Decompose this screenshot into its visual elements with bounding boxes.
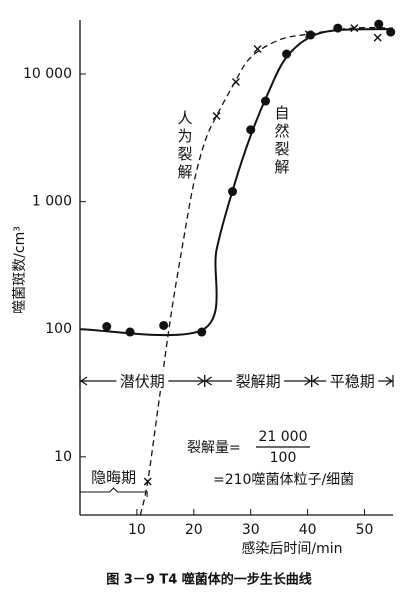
data-point xyxy=(333,23,343,33)
phase-label-bg xyxy=(116,371,169,391)
y-axis-label: 噬菌斑数/cm³ xyxy=(12,226,28,314)
growth-curve xyxy=(79,28,394,337)
y-tick-label: 10 xyxy=(54,449,72,465)
formula-numerator: 21 000 xyxy=(259,429,308,445)
data-point xyxy=(212,111,221,120)
series-label: 人为裂解 xyxy=(176,110,194,182)
data-point xyxy=(373,33,382,42)
formula-lhs: 裂解量= xyxy=(187,440,241,456)
data-point xyxy=(282,49,292,59)
data-point xyxy=(228,187,238,197)
data-point xyxy=(197,327,207,337)
data-point xyxy=(261,96,271,106)
data-point xyxy=(143,477,152,486)
data-point xyxy=(125,327,135,337)
eclipse-label: 隐晦期 xyxy=(91,469,136,487)
phase-label-bg xyxy=(326,371,379,391)
x-axis-label: 感染后时间/min xyxy=(241,540,342,557)
y-tick-label: 100 xyxy=(45,321,72,337)
caption: 图 3－9 T4 噬菌体的一步生长曲线 xyxy=(106,572,312,588)
x-tick-label: 40 xyxy=(299,522,317,538)
data-point xyxy=(374,19,384,29)
y-tick-label: 10 000 xyxy=(23,66,72,82)
data-point xyxy=(102,322,112,332)
phase-arrow xyxy=(204,376,312,386)
series-label: 自然裂解 xyxy=(273,105,291,177)
formula-result: =210噬菌体粒子/细菌 xyxy=(213,472,354,488)
y-tick-label: 1 000 xyxy=(32,194,72,210)
phase-label-bg xyxy=(232,371,285,391)
growth-curve xyxy=(139,26,394,516)
data-point xyxy=(231,77,240,86)
phase-label: 平稳期 xyxy=(330,373,375,391)
phase-label: 裂解期 xyxy=(236,373,281,391)
x-tick-label: 10 xyxy=(128,522,146,538)
x-tick-label: 50 xyxy=(356,522,374,538)
x-tick-label: 20 xyxy=(185,522,203,538)
eclipse-bracket xyxy=(79,487,148,497)
data-point xyxy=(350,24,359,33)
x-tick-label: 30 xyxy=(242,522,260,538)
phase-arrow xyxy=(79,376,205,386)
data-point xyxy=(304,30,313,39)
data-point xyxy=(386,27,396,37)
data-point xyxy=(253,45,262,54)
phase-label: 潜伏期 xyxy=(120,373,165,391)
data-point xyxy=(159,320,169,330)
data-point xyxy=(246,125,256,135)
phase-arrow xyxy=(311,376,394,386)
formula-denominator: 100 xyxy=(270,450,297,466)
